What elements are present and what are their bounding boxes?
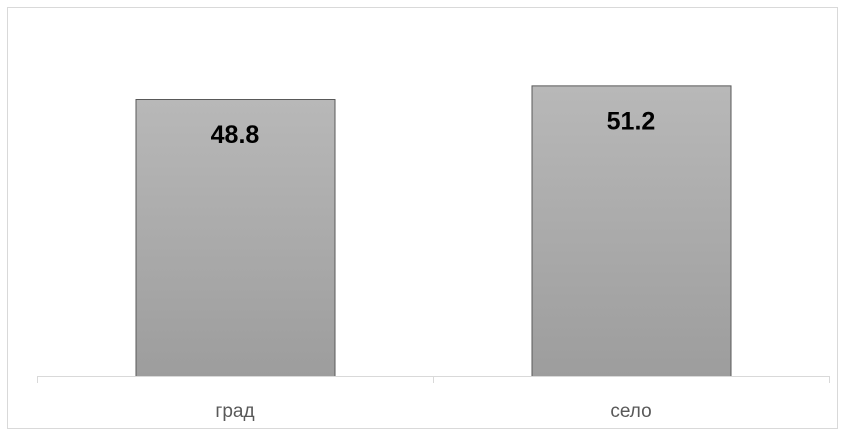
bar-1: [135, 99, 336, 377]
category-label: село: [610, 401, 651, 422]
x-axis: [37, 376, 830, 383]
labels-layer: 48.8 град 51.2 село: [211, 107, 656, 422]
data-label: 48.8: [211, 121, 260, 149]
bars-layer: [135, 85, 732, 378]
category-label: град: [215, 401, 254, 422]
bar-2: [531, 85, 732, 378]
data-label: 51.2: [607, 107, 656, 135]
